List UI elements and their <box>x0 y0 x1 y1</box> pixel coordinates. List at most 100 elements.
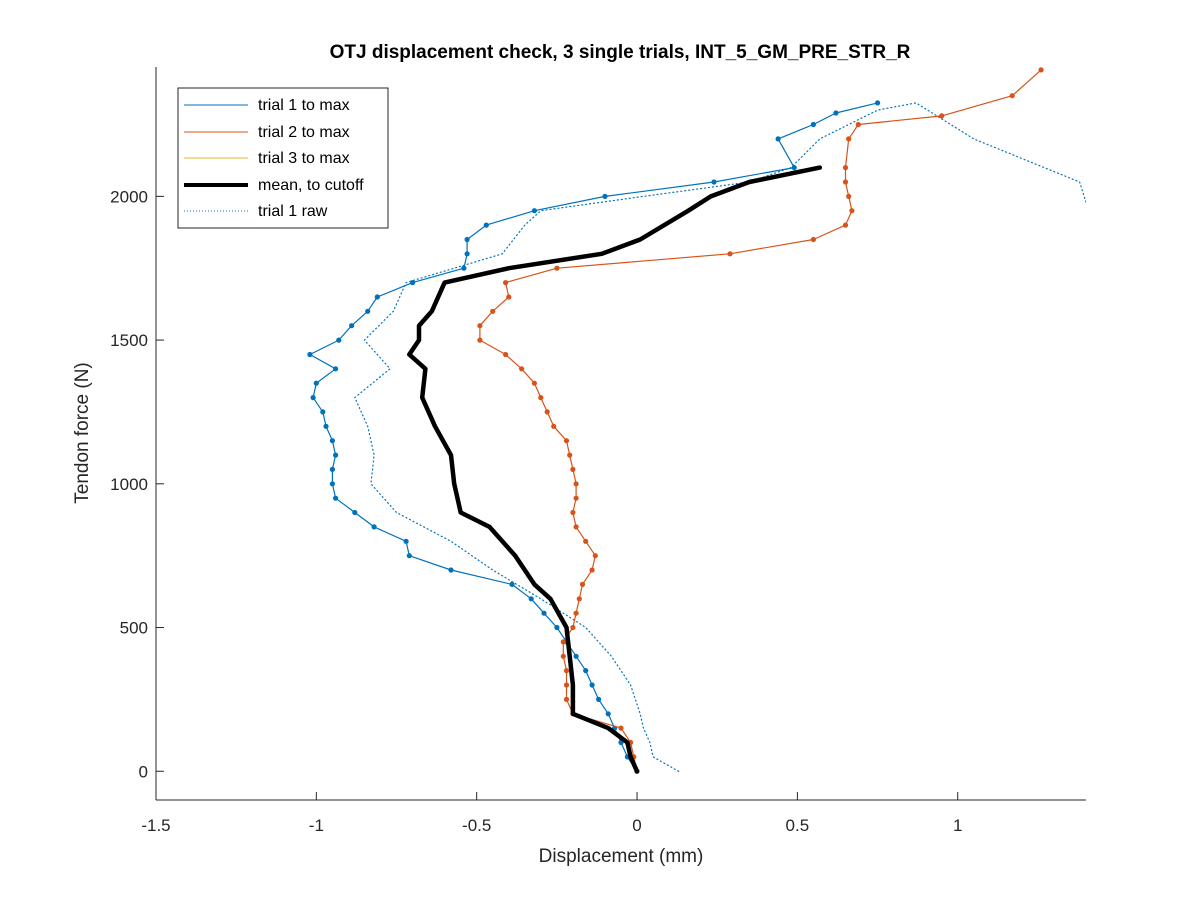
data-point-trial-1-to-max <box>365 308 371 314</box>
x-tick-label: 1 <box>953 816 962 835</box>
legend: trial 1 to max trial 2 to max trial 3 to… <box>177 87 389 229</box>
data-point-trial-2-to-max <box>560 639 566 645</box>
data-point-trial-1-to-max <box>589 682 595 688</box>
data-point-trial-2-to-max <box>563 668 570 674</box>
data-point-trial-1-to-max <box>596 696 602 703</box>
axes: -1.5 -1 -0.5 0 0.5 1 0 500 1000 1500 2000 <box>110 67 1086 835</box>
data-point-trial-2-to-max <box>842 222 849 228</box>
data-point-trial-1-to-max <box>775 136 781 142</box>
data-point-trial-2-to-max <box>554 265 560 271</box>
data-point-trial-1-to-max <box>528 596 534 602</box>
data-point-trial-1-to-max <box>320 409 326 415</box>
series-group <box>307 67 1086 774</box>
data-point-trial-2-to-max <box>570 466 576 472</box>
x-tick-label: -1 <box>309 816 324 835</box>
data-point-trial-1-to-max <box>349 323 355 329</box>
data-point-trial-1-to-max <box>875 100 881 106</box>
data-point-trial-2-to-max <box>855 121 861 128</box>
legend-label-trial1: trial 1 to max <box>258 97 350 114</box>
data-point-trial-2-to-max <box>849 208 855 214</box>
data-point-trial-2-to-max <box>846 193 852 199</box>
y-tick-label: 2000 <box>110 187 148 206</box>
data-point-trial-1-to-max <box>605 711 611 717</box>
data-point-trial-2-to-max <box>727 251 733 257</box>
data-point-trial-2-to-max <box>618 725 624 731</box>
data-point-trial-2-to-max <box>573 495 579 501</box>
data-point-trial-2-to-max <box>573 610 579 616</box>
data-point-trial-1-to-max <box>464 251 470 257</box>
data-point-trial-1-to-max <box>541 610 547 616</box>
y-tick-label: 0 <box>139 762 148 781</box>
data-point-trial-1-to-max <box>509 581 515 588</box>
data-point-trial-1-to-max <box>333 452 339 458</box>
data-point-trial-2-to-max <box>563 696 570 703</box>
chart-title: OTJ displacement check, 3 single trials,… <box>330 42 911 63</box>
data-point-trial-1-to-max <box>329 481 335 487</box>
data-point-trial-2-to-max <box>563 682 570 688</box>
data-point-trial-1-to-max <box>406 553 412 559</box>
data-point-trial-2-to-max <box>490 308 496 314</box>
data-point-trial-1-to-max <box>329 438 335 444</box>
data-point-trial-1-to-max <box>333 366 339 372</box>
y-tick-label: 500 <box>120 619 148 638</box>
data-point-trial-2-to-max <box>551 423 557 429</box>
data-point-trial-2-to-max <box>579 581 586 588</box>
data-point-trial-2-to-max <box>573 481 579 487</box>
y-tick-label: 1000 <box>110 475 148 494</box>
y-tick-label: 1500 <box>110 331 148 350</box>
data-point-trial-2-to-max <box>531 380 538 386</box>
data-point-trial-2-to-max <box>1009 93 1015 99</box>
data-point-trial-2-to-max <box>506 294 512 300</box>
x-axis-label: Displacement (mm) <box>539 846 704 867</box>
data-point-trial-1-to-max <box>403 538 409 544</box>
data-point-trial-2-to-max <box>842 165 849 171</box>
data-point-trial-1-to-max <box>310 395 316 401</box>
series-line-mean-to-cutoff <box>407 165 823 774</box>
data-point-trial-1-to-max <box>483 222 489 228</box>
data-point-trial-2-to-max <box>589 567 595 573</box>
data-point-trial-2-to-max <box>503 351 509 358</box>
data-point-trial-1-to-max <box>583 668 589 674</box>
data-point-trial-1-to-max <box>461 265 467 271</box>
data-point-trial-2-to-max <box>1038 67 1044 73</box>
data-point-trial-2-to-max <box>477 337 483 343</box>
x-tick-label: 0 <box>632 816 641 835</box>
data-point-trial-1-to-max <box>531 208 538 214</box>
data-point-trial-2-to-max <box>573 524 579 530</box>
data-point-trial-2-to-max <box>477 323 483 329</box>
legend-label-mean: mean, to cutoff <box>258 177 364 194</box>
legend-label-trial2: trial 2 to max <box>258 124 350 141</box>
data-point-trial-1-to-max <box>352 509 358 516</box>
data-point-trial-2-to-max <box>576 596 582 602</box>
data-point-trial-1-to-max <box>464 236 470 243</box>
legend-label-trial1-raw: trial 1 raw <box>258 203 328 220</box>
x-tick-label: -0.5 <box>462 816 491 835</box>
data-point-trial-1-to-max <box>410 280 416 286</box>
data-point-trial-2-to-max <box>846 136 852 142</box>
data-point-trial-1-to-max <box>313 380 319 386</box>
data-point-trial-1-to-max <box>573 653 579 659</box>
data-point-trial-2-to-max <box>563 438 570 444</box>
data-point-trial-1-to-max <box>554 624 560 631</box>
data-point-trial-1-to-max <box>711 179 717 185</box>
data-point-trial-1-to-max <box>374 294 380 300</box>
data-point-trial-2-to-max <box>538 395 544 401</box>
data-point-trial-1-to-max <box>307 351 313 358</box>
data-point-trial-2-to-max <box>503 280 509 286</box>
data-point-trial-1-to-max <box>602 193 608 199</box>
data-point-trial-1-to-max <box>336 337 342 343</box>
data-point-trial-2-to-max <box>519 366 525 372</box>
data-point-trial-2-to-max <box>560 653 566 659</box>
data-point-trial-2-to-max <box>567 452 573 458</box>
data-point-trial-1-to-max <box>323 423 329 429</box>
data-point-trial-1-to-max <box>329 466 335 472</box>
data-point-trial-2-to-max <box>570 509 576 516</box>
data-point-trial-2-to-max <box>939 113 945 119</box>
data-point-trial-1-to-max <box>810 121 817 128</box>
x-tick-label: 0.5 <box>786 816 810 835</box>
data-point-trial-1-to-max <box>791 165 797 171</box>
data-point-trial-2-to-max <box>544 409 550 415</box>
data-point-trial-2-to-max <box>810 236 817 243</box>
data-point-trial-1-to-max <box>833 110 839 116</box>
